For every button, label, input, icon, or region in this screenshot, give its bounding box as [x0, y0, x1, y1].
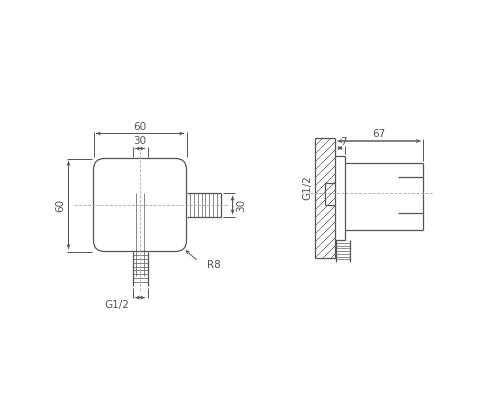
Text: R8: R8 — [208, 260, 221, 270]
Text: G1/2: G1/2 — [104, 300, 130, 310]
Text: 60: 60 — [134, 122, 146, 132]
Text: 67: 67 — [372, 129, 386, 139]
Text: 7: 7 — [340, 137, 346, 147]
Text: G1/2: G1/2 — [302, 176, 312, 200]
Text: 60: 60 — [56, 198, 66, 212]
Text: 30: 30 — [134, 136, 146, 146]
Text: 30: 30 — [236, 198, 246, 212]
